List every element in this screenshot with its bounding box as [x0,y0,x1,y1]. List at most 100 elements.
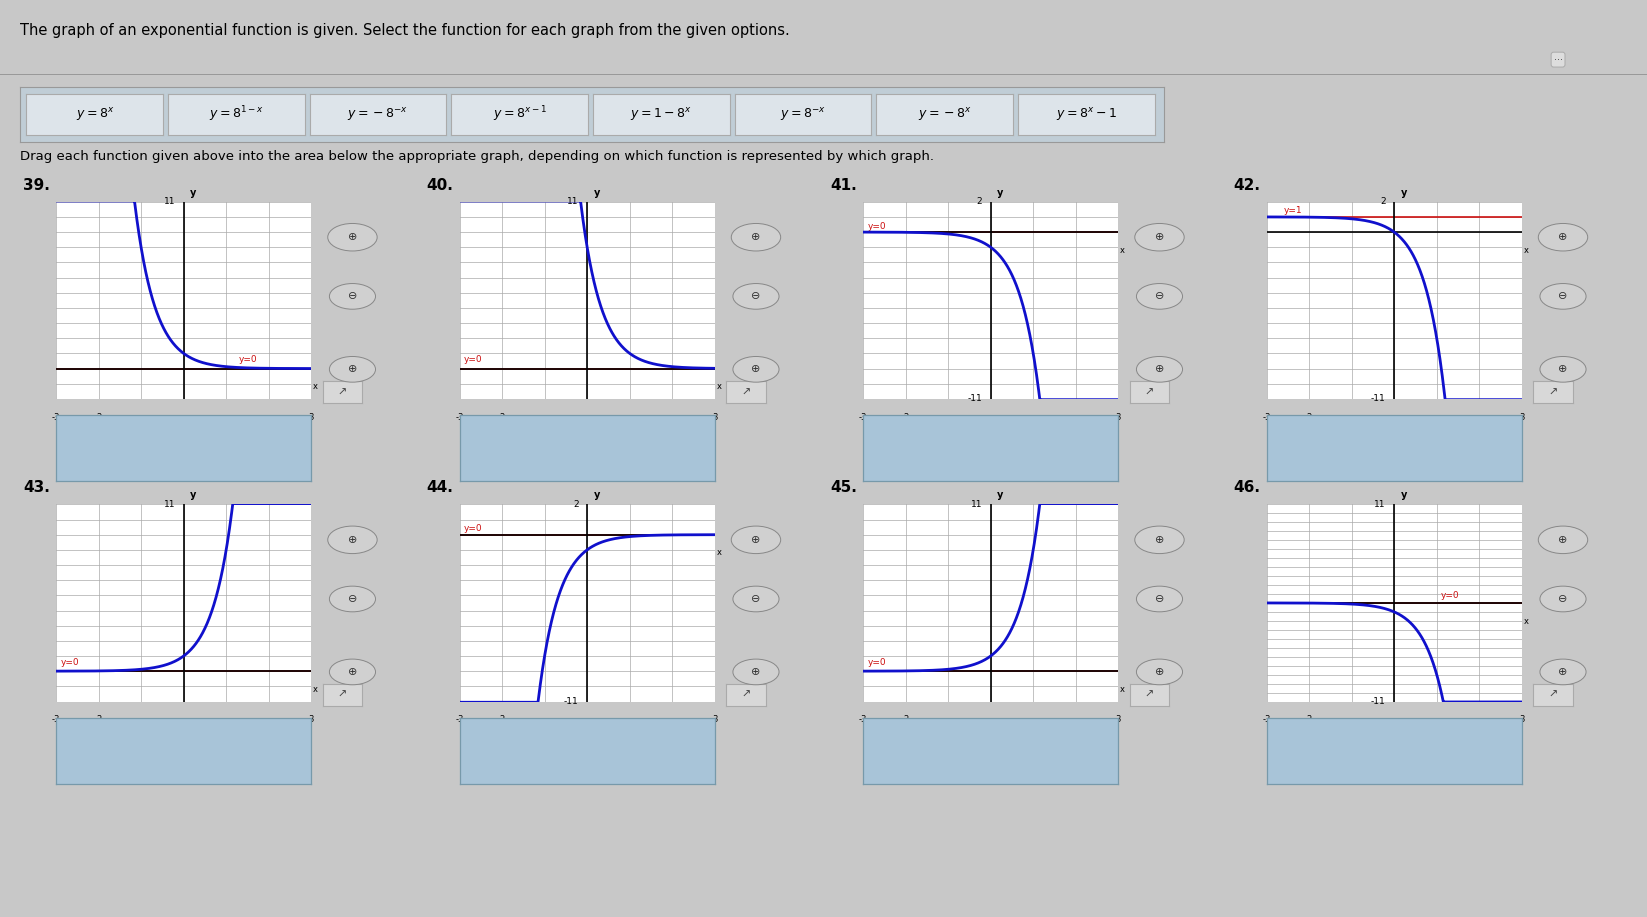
Text: x: x [716,548,721,558]
Text: 11: 11 [163,197,175,206]
Text: ⊕: ⊕ [751,535,761,545]
Text: -2: -2 [901,413,909,422]
Text: -2: -2 [1304,715,1313,724]
Text: y=0: y=0 [868,657,886,667]
Text: y=0: y=0 [464,525,483,533]
Text: -2: -2 [497,715,506,724]
Text: y=0: y=0 [239,355,257,364]
Text: y: y [189,188,196,198]
Text: 11: 11 [1374,500,1385,509]
Text: $y=-8^{-x}$: $y=-8^{-x}$ [348,106,408,123]
Text: 2: 2 [1380,197,1385,206]
Text: ⊕: ⊕ [1558,535,1568,545]
Text: -11: -11 [563,697,578,706]
Text: The graph of an exponential function is given. Select the function for each grap: The graph of an exponential function is … [20,23,789,38]
Text: y: y [996,188,1003,198]
Text: 3: 3 [308,413,315,422]
Text: ⊖: ⊖ [1558,292,1568,302]
Text: -3: -3 [455,413,464,422]
Text: 41.: 41. [830,178,856,193]
Text: y=0: y=0 [464,355,483,364]
Text: 45.: 45. [830,481,856,495]
Text: ⊖: ⊖ [348,594,357,604]
Text: -11: -11 [1370,394,1385,403]
Text: y: y [593,188,600,198]
Text: -3: -3 [858,413,868,422]
Text: -2: -2 [1304,413,1313,422]
Text: ⊖: ⊖ [1155,292,1164,302]
Text: -3: -3 [1262,413,1271,422]
Text: 2: 2 [573,500,578,509]
Text: 3: 3 [308,715,315,724]
Text: ⊕: ⊕ [348,232,357,242]
Text: ⊖: ⊖ [348,292,357,302]
Text: 46.: 46. [1234,481,1260,495]
Text: 2: 2 [977,197,982,206]
Text: y: y [1400,491,1407,501]
Text: 39.: 39. [23,178,49,193]
Text: ↗: ↗ [1145,691,1155,700]
Text: 3: 3 [1519,413,1525,422]
Text: 11: 11 [970,500,982,509]
Text: ⊕: ⊕ [751,232,761,242]
Text: Drag each function given above into the area below the appropriate graph, depend: Drag each function given above into the … [20,150,934,163]
Text: -3: -3 [51,715,61,724]
Text: x: x [716,382,721,392]
Text: y=0: y=0 [1441,591,1459,601]
Text: ⊕: ⊕ [1558,364,1568,374]
Text: 40.: 40. [427,178,453,193]
Text: -2: -2 [901,715,909,724]
Text: ⊕: ⊕ [1155,232,1164,242]
Text: -3: -3 [858,715,868,724]
Text: ⊖: ⊖ [1155,594,1164,604]
Text: -3: -3 [51,413,61,422]
Text: x: x [1523,617,1528,625]
Text: $y=8^{-x}$: $y=8^{-x}$ [781,106,825,123]
Text: $y=8^{1-x}$: $y=8^{1-x}$ [209,105,264,125]
Text: ⊕: ⊕ [348,364,357,374]
Text: $y=8^x-1$: $y=8^x-1$ [1056,106,1117,123]
Text: 3: 3 [712,413,718,422]
Text: -3: -3 [1262,715,1271,724]
Text: y=0: y=0 [61,657,79,667]
Text: ⊕: ⊕ [1558,232,1568,242]
Text: $y=8^{x-1}$: $y=8^{x-1}$ [492,105,547,125]
Text: y: y [996,491,1003,501]
Text: 42.: 42. [1234,178,1260,193]
Text: 3: 3 [712,715,718,724]
Text: ↗: ↗ [1145,388,1155,397]
Text: 44.: 44. [427,481,453,495]
Text: x: x [313,382,318,392]
Text: y: y [1400,188,1407,198]
Text: y=0: y=0 [868,222,886,230]
Text: -11: -11 [1370,697,1385,706]
Text: y: y [189,491,196,501]
Text: ⊕: ⊕ [348,667,357,677]
Text: x: x [313,685,318,694]
Text: 3: 3 [1519,715,1525,724]
Text: ↗: ↗ [741,388,751,397]
Text: 11: 11 [163,500,175,509]
Text: ⊕: ⊕ [1155,535,1164,545]
Text: ⊕: ⊕ [348,535,357,545]
Text: 11: 11 [567,197,578,206]
Text: ⊕: ⊕ [751,364,761,374]
Text: $y=8^x$: $y=8^x$ [76,106,114,123]
Text: $y=1-8^x$: $y=1-8^x$ [631,106,692,123]
Text: ↗: ↗ [741,691,751,700]
Text: 3: 3 [1115,413,1122,422]
Text: -2: -2 [497,413,506,422]
Text: y: y [593,491,600,501]
Text: ⊖: ⊖ [751,292,761,302]
Text: 3: 3 [1115,715,1122,724]
Text: ↗: ↗ [338,691,348,700]
Text: ⊕: ⊕ [1155,364,1164,374]
Text: y=1: y=1 [1283,206,1303,215]
Text: ↗: ↗ [1548,388,1558,397]
Text: ⊖: ⊖ [1558,594,1568,604]
Text: ⊕: ⊕ [1155,667,1164,677]
Text: ↗: ↗ [338,388,348,397]
Text: ⊖: ⊖ [751,594,761,604]
Text: ···: ··· [1553,55,1563,64]
Text: x: x [1523,246,1528,255]
